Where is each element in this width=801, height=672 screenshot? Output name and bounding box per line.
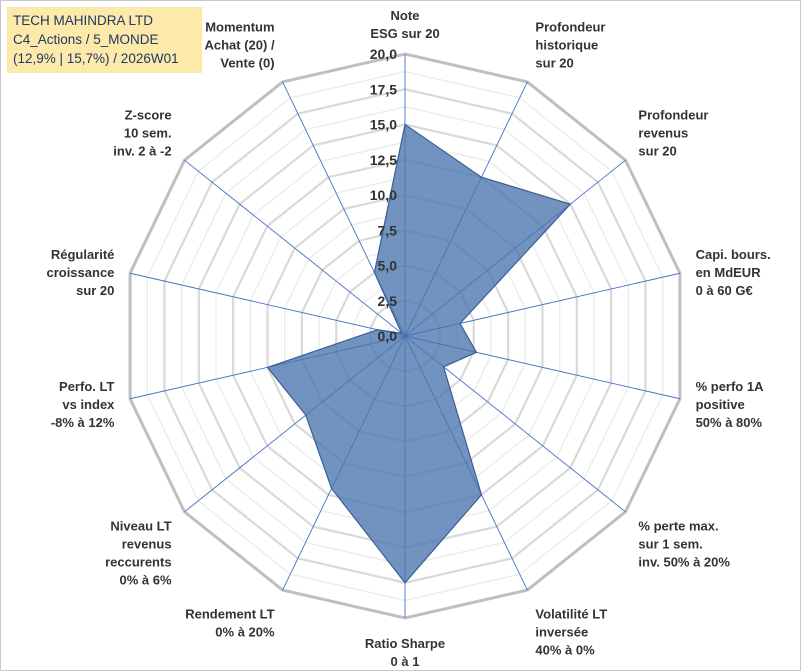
category-label: Capi. bours. en MdEUR 0 à 60 G€: [696, 247, 771, 298]
category-label-line: Profondeur: [638, 107, 708, 122]
tick-label: 7,5: [378, 222, 398, 238]
category-label-line: Z-score: [125, 107, 172, 122]
chart-title-box: TECH MAHINDRA LTD C4_Actions / 5_MONDE (…: [7, 7, 202, 73]
tick-label: 10,0: [370, 187, 397, 203]
category-label-line: -8% à 12%: [51, 415, 115, 430]
category-label-line: Régularité: [51, 247, 115, 262]
category-label-line: Momentum: [205, 19, 274, 34]
category-label: Z-score 10 sem. inv. 2 à -2: [113, 107, 171, 158]
tick-label: 5,0: [378, 258, 398, 274]
category-label-line: Ratio Sharpe: [365, 636, 445, 651]
category-label-line: inv. 2 à -2: [113, 143, 171, 158]
category-label-line: 10 sem.: [124, 125, 172, 140]
category-label-line: 40% à 0%: [535, 643, 595, 658]
tick-label: 0,0: [378, 328, 398, 344]
category-label-line: en MdEUR: [696, 265, 762, 280]
category-label: Ratio Sharpe 0 à 1: [365, 636, 445, 669]
category-label-line: 50% à 80%: [696, 415, 763, 430]
category-label-line: sur 20: [638, 143, 676, 158]
tick-label: 20,0: [370, 46, 397, 62]
category-label-line: historique: [535, 37, 598, 52]
category-label-line: sur 20: [76, 283, 114, 298]
tick-label: 12,5: [370, 152, 397, 168]
category-label-line: positive: [696, 397, 745, 412]
category-label: Profondeur revenus sur 20: [638, 107, 708, 158]
category-label-line: Capi. bours.: [696, 247, 771, 262]
category-label-line: inv. 50% à 20%: [638, 555, 730, 570]
category-label: Profondeur historique sur 20: [535, 19, 605, 70]
category-label-line: 0 à 1: [391, 654, 420, 669]
radar-tick-labels: 0,0 2,5 5,0 7,5 10,0 12,5 15,0 17,5 20,0: [370, 46, 397, 344]
category-label-line: % perfo 1A: [696, 379, 765, 394]
category-label-line: Note: [391, 8, 420, 23]
tick-label: 15,0: [370, 117, 397, 133]
category-label: Note ESG sur 20: [370, 8, 439, 41]
tick-label: 2,5: [378, 293, 398, 309]
category-label-line: revenus: [122, 537, 172, 552]
category-label-line: % perte max.: [638, 519, 718, 534]
category-label-line: inversée: [535, 625, 588, 640]
category-label-line: revenus: [638, 125, 688, 140]
tick-label: 17,5: [370, 81, 397, 97]
category-label-line: croissance: [46, 265, 114, 280]
title-line-3: (12,9% | 15,7%) / 2026W01: [13, 49, 196, 68]
category-label: Perfo. LT vs index -8% à 12%: [51, 379, 115, 430]
title-line-2: C4_Actions / 5_MONDE: [13, 30, 196, 49]
category-label: Volatilité LT inversée 40% à 0%: [535, 607, 607, 658]
category-label-line: 0% à 6%: [120, 573, 172, 588]
category-label-line: Perfo. LT: [59, 379, 114, 394]
category-label: Momentum Achat (20) / Vente (0): [204, 19, 274, 70]
category-label-line: Niveau LT: [110, 519, 171, 534]
category-label-line: Rendement LT: [185, 607, 274, 622]
category-label: % perfo 1A positive 50% à 80%: [696, 379, 765, 430]
category-label: Rendement LT 0% à 20%: [185, 607, 275, 640]
category-label-line: reccurents: [105, 555, 171, 570]
category-label-line: sur 20: [535, 55, 573, 70]
category-label-line: Profondeur: [535, 19, 605, 34]
category-label-line: sur 1 sem.: [638, 537, 702, 552]
category-label-line: 0% à 20%: [215, 625, 275, 640]
category-label: % perte max. sur 1 sem. inv. 50% à 20%: [638, 519, 730, 570]
category-label: Niveau LT revenus reccurents 0% à 6%: [105, 519, 172, 588]
category-label-line: Vente (0): [220, 55, 274, 70]
category-label-line: Volatilité LT: [535, 607, 607, 622]
category-label-line: 0 à 60 G€: [696, 283, 753, 298]
category-label-line: Achat (20) /: [204, 37, 274, 52]
title-line-1: TECH MAHINDRA LTD: [13, 11, 196, 30]
category-label-line: ESG sur 20: [370, 26, 439, 41]
category-label: Régularité croissance sur 20: [46, 247, 114, 298]
category-label-line: vs index: [62, 397, 115, 412]
